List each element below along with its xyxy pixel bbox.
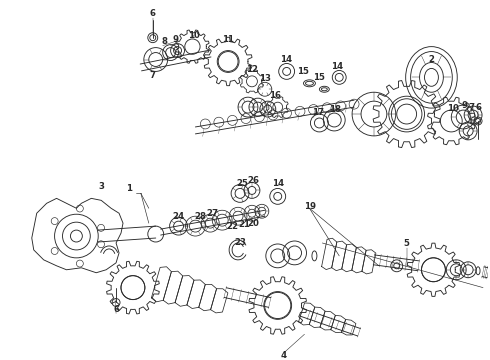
Text: 28: 28: [195, 212, 206, 221]
Text: 11: 11: [222, 35, 234, 44]
Text: 14: 14: [331, 62, 343, 71]
Text: 10: 10: [189, 31, 200, 40]
Text: 19: 19: [304, 202, 317, 211]
Text: 6: 6: [150, 9, 156, 18]
Text: 20: 20: [247, 219, 259, 228]
Text: 23: 23: [234, 238, 246, 247]
Text: 14: 14: [280, 55, 292, 64]
Text: 7: 7: [150, 71, 156, 80]
Text: 5: 5: [404, 239, 410, 248]
Text: 22: 22: [226, 222, 238, 231]
Text: 25: 25: [236, 179, 248, 188]
Text: 4: 4: [281, 351, 287, 360]
Text: 13: 13: [259, 74, 271, 83]
Text: 7: 7: [468, 103, 474, 112]
Text: 2: 2: [428, 55, 435, 64]
Text: 3: 3: [98, 182, 104, 191]
Text: 10: 10: [447, 104, 459, 113]
Text: 14: 14: [271, 179, 284, 188]
Text: 21: 21: [238, 220, 250, 229]
Text: 16: 16: [269, 91, 281, 100]
Text: 27: 27: [206, 209, 219, 218]
Text: 9: 9: [461, 101, 467, 110]
Text: 15: 15: [296, 67, 309, 76]
Text: 8: 8: [162, 37, 168, 46]
Text: 24: 24: [172, 212, 185, 221]
Text: 12: 12: [246, 65, 258, 74]
Text: 17: 17: [312, 108, 324, 117]
Text: 18: 18: [329, 105, 341, 114]
Text: 6: 6: [113, 305, 119, 314]
Circle shape: [71, 230, 82, 242]
Text: 15: 15: [314, 73, 325, 82]
Text: 6: 6: [475, 103, 481, 112]
Text: 26: 26: [247, 176, 259, 185]
Text: 9: 9: [172, 35, 178, 44]
Polygon shape: [32, 198, 123, 273]
Text: 1: 1: [126, 184, 132, 193]
